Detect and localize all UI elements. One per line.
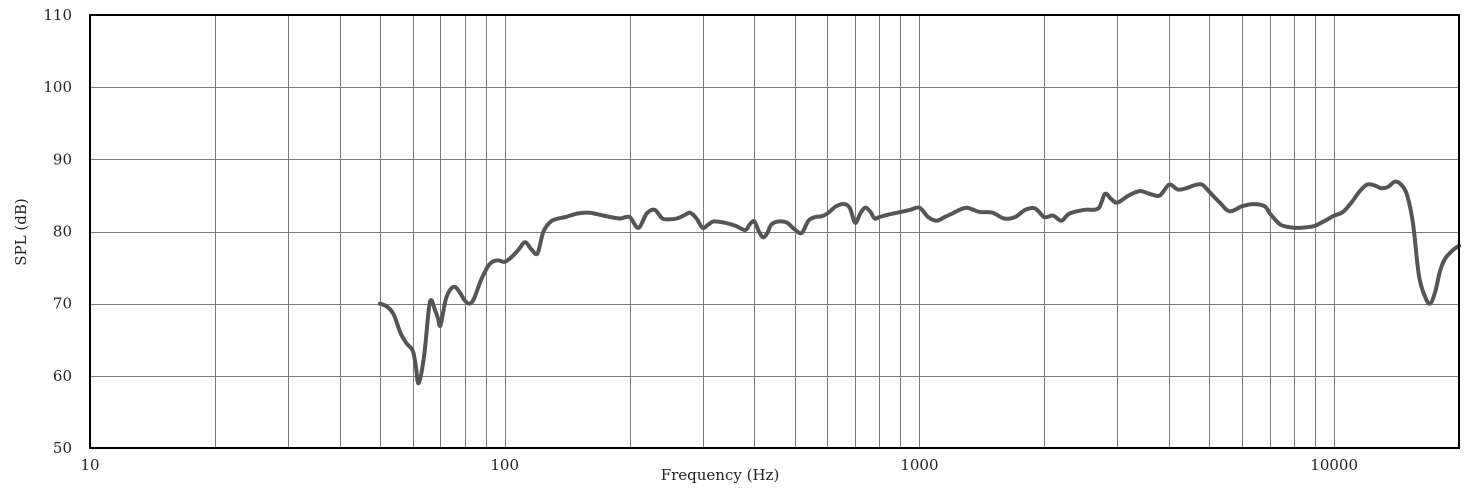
y-tick-label: 80 [53,223,72,241]
y-tick-label: 70 [53,295,72,313]
y-axis-label: SPL (dB) [12,198,30,265]
grid-lines [90,15,1459,448]
y-tick-label: 50 [53,439,72,457]
x-tick-label: 100 [490,456,519,474]
y-axis-ticks: 50 60 70 80 90 100 110 [43,6,72,457]
x-axis-label: Frequency (Hz) [661,466,780,484]
y-tick-label: 90 [53,150,72,168]
y-tick-label: 60 [53,367,72,385]
x-tick-label: 10000 [1310,456,1358,474]
y-tick-label: 100 [43,78,72,96]
x-tick-label: 1000 [900,456,938,474]
x-tick-label: 10 [80,456,99,474]
plot-frame [89,14,1460,449]
x-axis-ticks: 10 100 1000 10000 [80,456,1358,474]
spl-curve [377,179,1461,386]
y-tick-label: 110 [43,6,72,24]
series-layer [377,179,1461,386]
